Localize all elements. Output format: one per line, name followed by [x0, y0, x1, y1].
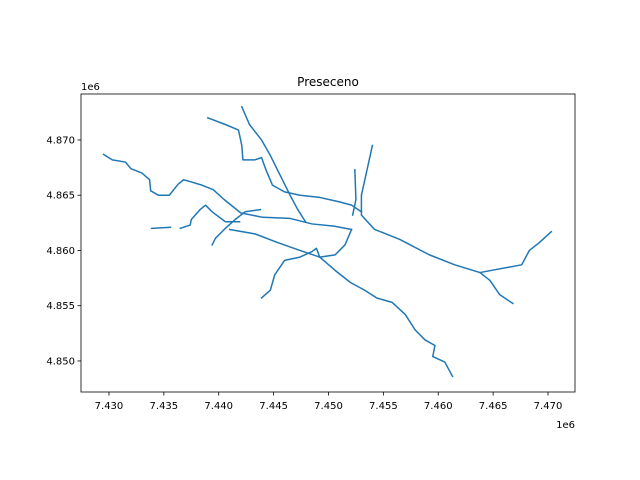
- line-segment: [318, 228, 353, 258]
- y-tick-label: 4.870: [46, 135, 75, 146]
- x-tick-label: 7.435: [150, 401, 179, 412]
- line-segment: [360, 144, 514, 305]
- line-segment: [351, 169, 357, 216]
- x-tick-label: 7.430: [95, 401, 124, 412]
- x-tick-label: 7.460: [424, 401, 453, 412]
- line-segment: [228, 228, 454, 378]
- x-tick-label: 7.445: [259, 401, 288, 412]
- y-offset-text: 1e6: [81, 82, 100, 93]
- y-tick-label: 4.855: [46, 301, 75, 312]
- line-segment: [240, 105, 307, 223]
- line-segment: [211, 208, 262, 246]
- line-segment: [479, 230, 553, 274]
- plot-frame: [80, 93, 576, 393]
- y-tick-label: 4.850: [46, 356, 75, 367]
- line-segment: [150, 226, 172, 230]
- line-segment: [179, 204, 241, 230]
- y-tick-label: 4.865: [46, 191, 75, 202]
- chart-title: Preseceno: [297, 75, 359, 89]
- y-tick-label: 4.860: [46, 246, 75, 257]
- x-tick-label: 7.455: [369, 401, 398, 412]
- x-tick-label: 7.470: [534, 401, 563, 412]
- x-offset-text: 1e6: [556, 420, 575, 431]
- x-tick-label: 7.450: [314, 401, 343, 412]
- x-tick-label: 7.440: [204, 401, 233, 412]
- line-segment: [102, 153, 353, 231]
- line-segment: [260, 247, 321, 300]
- x-tick-label: 7.465: [479, 401, 508, 412]
- line-segment: [206, 116, 363, 213]
